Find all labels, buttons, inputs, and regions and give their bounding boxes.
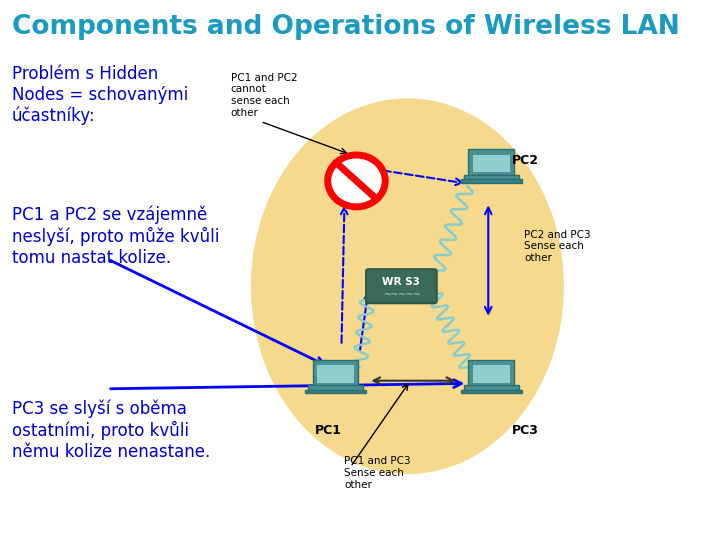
FancyBboxPatch shape [317, 365, 354, 383]
FancyBboxPatch shape [464, 386, 518, 390]
FancyBboxPatch shape [366, 269, 437, 303]
Text: PC3: PC3 [512, 424, 539, 437]
FancyBboxPatch shape [464, 175, 518, 179]
Circle shape [328, 155, 385, 207]
Text: PC1 and PC3
Sense each
other: PC1 and PC3 Sense each other [344, 456, 411, 489]
FancyBboxPatch shape [305, 390, 366, 393]
Text: WR S3: WR S3 [382, 277, 420, 287]
Text: Problém s Hidden
Nodes = schovanými
účastníky:: Problém s Hidden Nodes = schovanými účas… [12, 65, 188, 125]
FancyBboxPatch shape [312, 360, 359, 386]
FancyBboxPatch shape [461, 390, 522, 393]
FancyBboxPatch shape [472, 154, 510, 172]
FancyBboxPatch shape [308, 386, 363, 390]
FancyBboxPatch shape [469, 360, 514, 386]
Text: ~~~~~: ~~~~~ [382, 290, 420, 299]
Text: PC2 and PC3
Sense each
other: PC2 and PC3 Sense each other [524, 230, 591, 262]
Text: PC1 a PC2 se vzájemně
neslyší, proto může kvůli
tomu nastat kolize.: PC1 a PC2 se vzájemně neslyší, proto můž… [12, 205, 220, 267]
Text: PC1 and PC2
cannot
sense each
other: PC1 and PC2 cannot sense each other [230, 73, 297, 118]
Text: PC2: PC2 [512, 154, 539, 167]
Ellipse shape [251, 99, 563, 474]
Text: PC1: PC1 [315, 424, 341, 437]
Text: PC3 se slyší s oběma
ostatními, proto kvůli
němu kolize nenastane.: PC3 se slyší s oběma ostatními, proto kv… [12, 400, 210, 461]
FancyBboxPatch shape [461, 179, 522, 183]
Text: Components and Operations of Wireless LAN: Components and Operations of Wireless LA… [12, 14, 680, 39]
FancyBboxPatch shape [472, 365, 510, 383]
FancyBboxPatch shape [469, 150, 514, 175]
